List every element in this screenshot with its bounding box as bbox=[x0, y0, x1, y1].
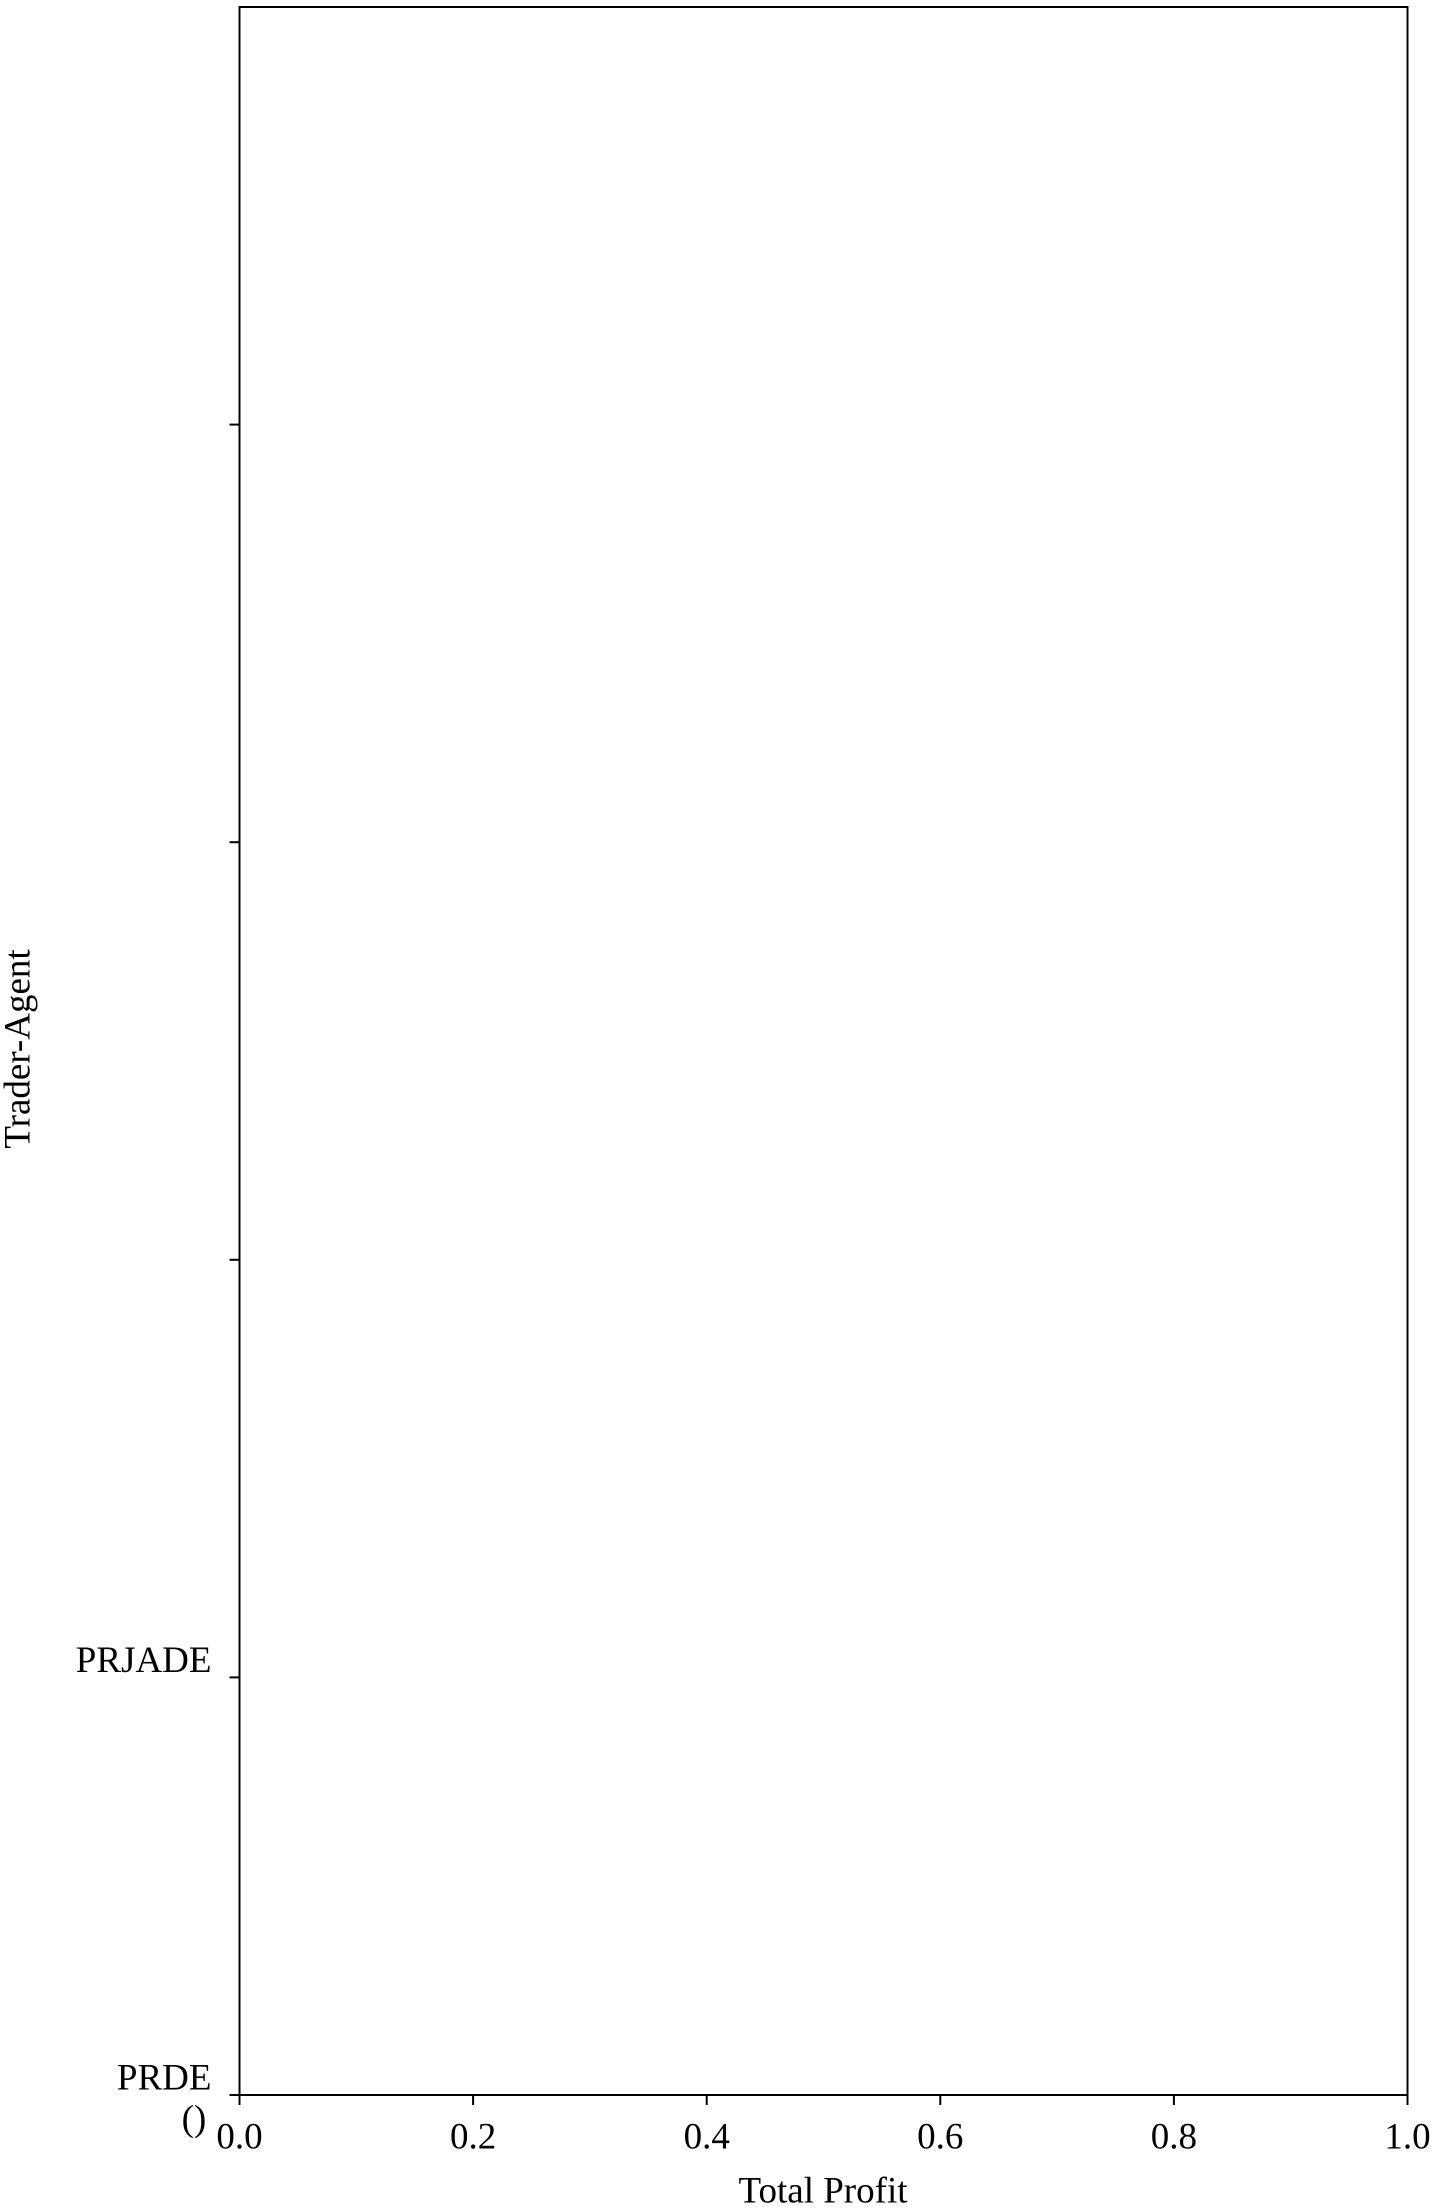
x-tick-label: 0.2 bbox=[450, 2116, 496, 2157]
x-axis-label: Total Profit bbox=[738, 2170, 908, 2211]
x-tick-label: 0.4 bbox=[684, 2116, 730, 2157]
annotation: () bbox=[182, 2098, 207, 2139]
x-tick-label: 0.8 bbox=[1151, 2116, 1197, 2157]
y-tick-label: PRDE bbox=[117, 2057, 212, 2098]
y-axis-label: Trader-Agent bbox=[0, 949, 38, 1149]
y-tick-label: PRJADE bbox=[76, 1640, 212, 1681]
x-tick-label: 1.0 bbox=[1384, 2116, 1430, 2157]
plot-frame bbox=[238, 6, 1409, 2096]
x-tick-label: 0.6 bbox=[917, 2116, 963, 2157]
x-tick-label: 0.0 bbox=[216, 2116, 262, 2157]
